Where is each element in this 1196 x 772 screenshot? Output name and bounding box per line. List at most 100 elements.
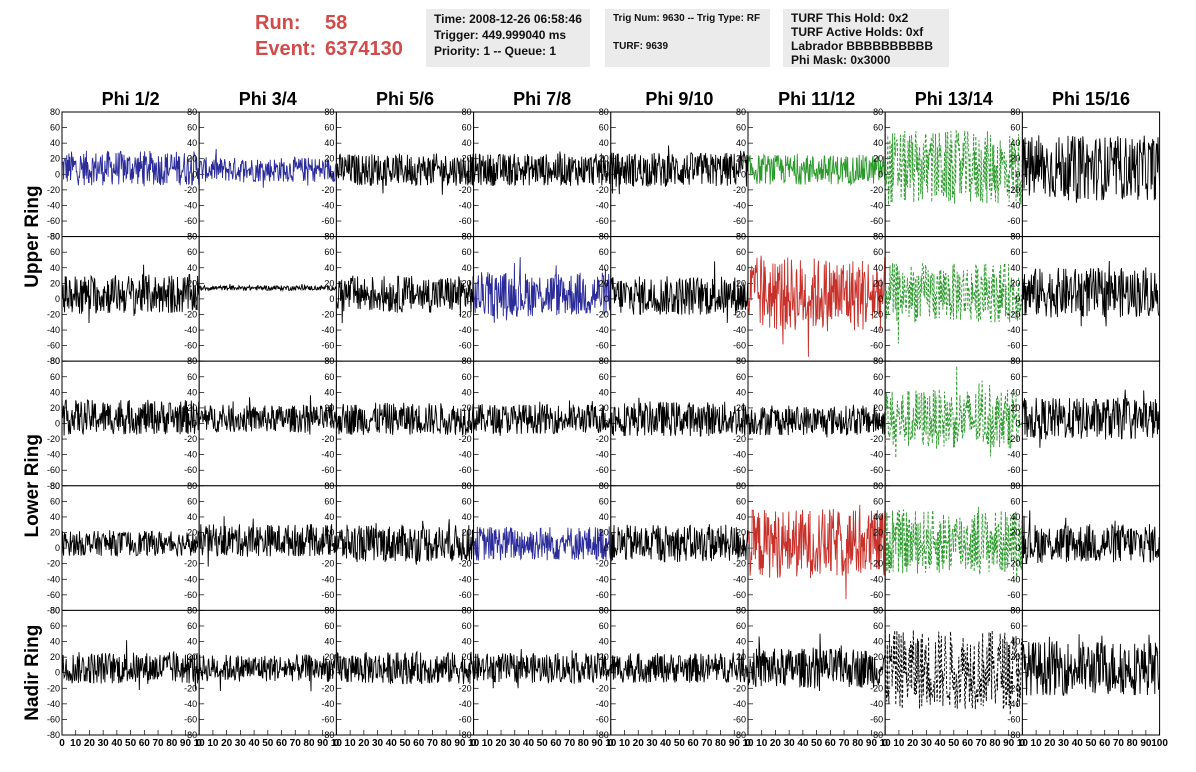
y-tick-label: -80	[321, 730, 334, 740]
y-tick-label: 80	[462, 232, 472, 242]
x-tick-label: 60	[962, 738, 974, 749]
waveform-trace	[884, 629, 1023, 716]
trigger-line: Trigger: 449.999040 ms	[434, 28, 567, 42]
y-tick-label: -80	[184, 730, 197, 740]
x-tick-label: 60	[825, 738, 837, 749]
y-tick-label: 40	[873, 263, 883, 273]
y-tick-label: 0	[878, 294, 883, 304]
y-tick-label: -40	[321, 450, 334, 460]
y-tick-label: -60	[596, 465, 609, 475]
y-tick-label: 20	[324, 528, 334, 538]
y-tick-label: -40	[321, 200, 334, 210]
y-tick-label: 40	[187, 263, 197, 273]
x-tick-label: 60	[550, 738, 562, 749]
labrador-line: Labrador BBBBBBBBBB	[791, 39, 934, 53]
x-tick-label: 30	[98, 738, 110, 749]
x-tick-label: 60	[276, 738, 288, 749]
y-tick-label: -20	[596, 309, 609, 319]
x-tick-label: 40	[523, 738, 535, 749]
y-tick-label: 60	[187, 372, 197, 382]
y-tick-label: 40	[1010, 637, 1020, 647]
y-tick-label: 80	[187, 605, 197, 615]
y-tick-label: -80	[47, 730, 60, 740]
y-tick-label: 40	[462, 138, 472, 148]
y-tick-label: 60	[873, 621, 883, 631]
y-tick-label: 60	[599, 247, 609, 257]
y-tick-label: 0	[878, 419, 883, 429]
y-tick-label: -40	[321, 325, 334, 335]
panel-frame	[473, 236, 612, 362]
y-tick-label: 40	[736, 512, 746, 522]
event-label: Event:	[255, 38, 317, 60]
y-tick-label: -40	[733, 574, 746, 584]
y-tick-label: 0	[741, 169, 746, 179]
x-tick-label: 30	[509, 738, 521, 749]
y-tick-label: -20	[184, 559, 197, 569]
y-tick-label: 80	[50, 356, 60, 366]
waveform-trace	[198, 516, 337, 567]
y-tick-label: 60	[187, 247, 197, 257]
x-tick-label: 70	[838, 738, 850, 749]
panel-frame	[198, 236, 337, 362]
waveform-trace	[610, 524, 749, 563]
x-tick-label: 60	[413, 738, 425, 749]
y-tick-label: -60	[870, 714, 883, 724]
y-tick-label: -40	[596, 200, 609, 210]
x-tick-label: 40	[249, 738, 261, 749]
waveform-trace	[61, 150, 200, 187]
y-tick-label: 80	[187, 356, 197, 366]
y-tick-label: -40	[47, 450, 60, 460]
column-title: Phi 13/14	[915, 89, 993, 109]
y-tick-label: 0	[467, 419, 472, 429]
y-tick-label: -20	[596, 434, 609, 444]
y-tick-label: -40	[459, 699, 472, 709]
waveform-trace	[747, 404, 886, 438]
y-tick-label: 0	[741, 543, 746, 553]
y-tick-label: 20	[873, 154, 883, 164]
y-tick-label: 80	[736, 356, 746, 366]
y-tick-label: 60	[736, 496, 746, 506]
y-tick-label: 20	[736, 652, 746, 662]
time-line: Time: 2008-12-26 06:58:46	[434, 12, 582, 26]
y-tick-label: -40	[184, 200, 197, 210]
y-tick-label: 80	[324, 232, 334, 242]
y-tick-label: -80	[1007, 730, 1020, 740]
y-tick-label: 40	[324, 263, 334, 273]
y-tick-label: -40	[733, 450, 746, 460]
y-tick-label: 60	[873, 372, 883, 382]
x-tick-label: 20	[358, 738, 370, 749]
y-tick-label: 0	[604, 169, 609, 179]
y-tick-label: 80	[1010, 481, 1020, 491]
y-tick-label: -60	[596, 216, 609, 226]
run-label: Run:	[255, 12, 301, 34]
waveform-trace	[610, 261, 749, 323]
y-tick-label: 0	[878, 668, 883, 678]
y-tick-label: -80	[47, 356, 60, 366]
y-tick-label: 80	[50, 481, 60, 491]
run-event-label: Run: 58 Event: 6374130	[255, 10, 403, 62]
y-tick-label: -60	[459, 714, 472, 724]
y-tick-label: -80	[870, 730, 883, 740]
y-tick-label: 80	[462, 107, 472, 117]
y-tick-label: 80	[599, 481, 609, 491]
y-tick-label: 60	[599, 372, 609, 382]
y-tick-label: 80	[736, 232, 746, 242]
y-tick-label: 20	[50, 278, 60, 288]
x-tick-label: 50	[262, 738, 274, 749]
y-tick-label: 80	[187, 107, 197, 117]
y-tick-label: 80	[736, 605, 746, 615]
y-tick-label: 20	[873, 278, 883, 288]
x-tick-label: 20	[770, 738, 782, 749]
x-tick-label: 10	[1031, 738, 1043, 749]
y-tick-label: 0	[1015, 543, 1020, 553]
y-tick-label: -20	[47, 559, 60, 569]
y-tick-label: 60	[462, 123, 472, 133]
y-tick-label: 0	[55, 419, 60, 429]
y-tick-label: 0	[329, 668, 334, 678]
waveform-trace	[473, 526, 612, 561]
y-tick-label: 0	[1015, 169, 1020, 179]
y-tick-label: 0	[329, 169, 334, 179]
waveform-trace	[61, 640, 200, 691]
y-tick-label: 80	[736, 481, 746, 491]
y-tick-label: -40	[184, 699, 197, 709]
